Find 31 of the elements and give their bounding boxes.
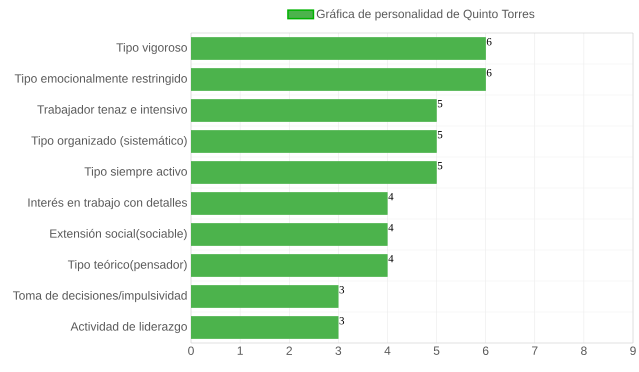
y-tick-label: Tipo vigoroso	[116, 42, 187, 54]
data-label: 6	[486, 38, 492, 46]
x-tick-label: 3	[335, 346, 342, 355]
x-tick-label: 2	[286, 346, 292, 355]
data-label: 5	[438, 131, 442, 138]
x-tick-label: 7	[532, 346, 538, 355]
x-tick-label: 5	[434, 346, 440, 355]
y-tick-label: Interés en trabajo con detalles	[28, 198, 188, 210]
data-label: 3	[340, 317, 344, 324]
y-tick-label: Trabajador tenaz e intensivo	[37, 104, 187, 116]
x-tick-label: 4	[384, 346, 390, 355]
data-label: 5	[438, 100, 442, 108]
y-tick-label: Extensión social(sociable)	[50, 228, 187, 240]
data-label: 6	[486, 69, 492, 76]
y-tick-label: Toma de decisiones/impulsividad	[12, 290, 187, 302]
x-tick-label: 1	[238, 346, 243, 355]
data-label: 5	[438, 162, 442, 170]
x-tick-label: 6	[482, 346, 488, 355]
x-tick-label: 8	[581, 346, 587, 355]
data-label: 4	[388, 224, 394, 232]
y-tick-label: Actividad de liderazgo	[70, 322, 187, 334]
y-tick-label: Tipo emocionalmente restringido	[14, 74, 187, 86]
y-tick-label: Tipo organizado (sistemático)	[31, 136, 187, 148]
x-tick-label: 9	[630, 346, 636, 355]
y-tick-label: Tipo teórico(pensador)	[68, 260, 187, 272]
data-label: 4	[388, 255, 394, 262]
x-tick-label: 0	[188, 346, 194, 355]
data-label: 4	[388, 193, 394, 200]
y-tick-label: Tipo siempre activo	[84, 166, 187, 178]
data-label: 3	[340, 286, 344, 294]
legend-label: Gráfica de personalidad de Quinto Torres	[316, 9, 534, 21]
